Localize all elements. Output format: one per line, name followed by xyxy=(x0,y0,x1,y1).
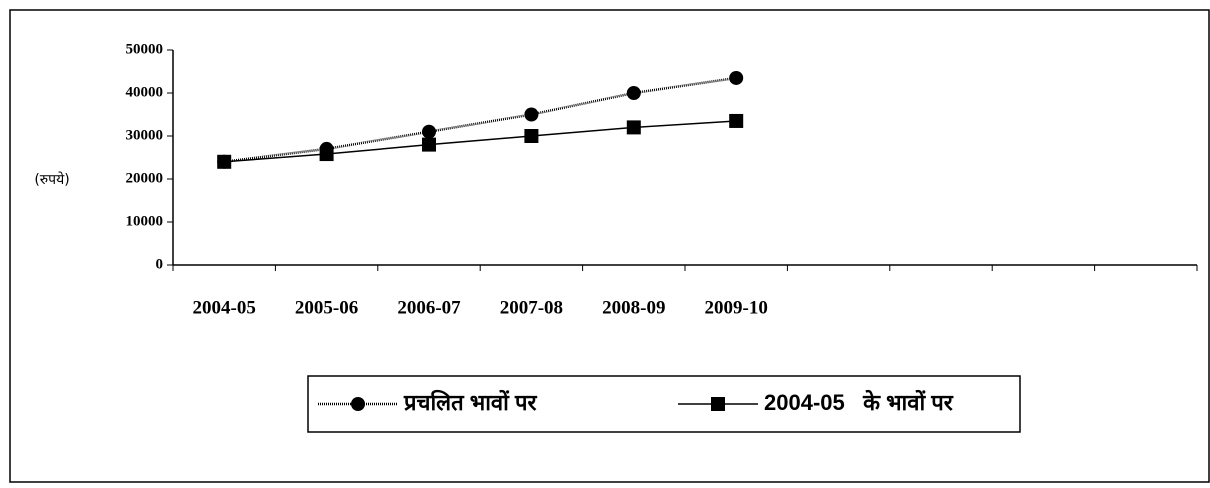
series-line xyxy=(224,76,737,164)
point xyxy=(626,86,641,100)
point xyxy=(729,70,744,85)
legend-label: 2004-05 के भावों पर xyxy=(764,389,954,415)
x-tick-label: 2004-05 xyxy=(193,297,256,318)
point xyxy=(422,124,436,139)
x-tick-label: 2007-08 xyxy=(500,297,563,318)
legend-marker xyxy=(351,397,365,411)
series-line xyxy=(224,120,737,163)
y-tick-label: 10000 xyxy=(126,213,164,229)
chart-border xyxy=(9,9,1210,483)
y-axis-label: (रुपये) xyxy=(34,171,69,188)
x-tick-label: 2006-07 xyxy=(397,297,461,318)
y-tick-label: 30000 xyxy=(126,127,164,143)
point xyxy=(319,147,334,162)
legend-box xyxy=(307,375,1021,433)
point xyxy=(524,129,539,143)
point xyxy=(217,154,232,169)
x-tick-label: 2008-09 xyxy=(602,297,665,318)
y-tick-label: 20000 xyxy=(126,170,164,186)
y-tick-label: 0 xyxy=(156,256,164,272)
point xyxy=(626,120,641,135)
y-tick-label: 50000 xyxy=(126,41,164,57)
y-tick-label: 40000 xyxy=(126,84,164,100)
point xyxy=(422,137,436,152)
legend-marker xyxy=(711,397,725,411)
legend-label: प्रचलित भावों पर xyxy=(403,389,537,415)
point xyxy=(729,113,744,128)
x-tick-label: 2009-10 xyxy=(705,297,768,318)
point xyxy=(524,107,539,122)
x-tick-label: 2005-06 xyxy=(295,297,358,318)
